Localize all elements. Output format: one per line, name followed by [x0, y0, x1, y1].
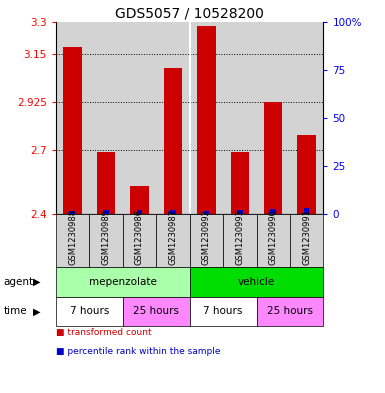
Text: ■ percentile rank within the sample: ■ percentile rank within the sample — [56, 347, 220, 356]
Bar — [70, 211, 75, 214]
Text: time: time — [4, 307, 27, 316]
Text: 25 hours: 25 hours — [267, 307, 313, 316]
Bar — [304, 208, 310, 214]
Bar — [298, 135, 316, 214]
Bar — [130, 186, 149, 214]
Text: 7 hours: 7 hours — [70, 307, 109, 316]
Bar — [231, 152, 249, 214]
Text: agent: agent — [4, 277, 34, 287]
Text: GSM1230988: GSM1230988 — [68, 209, 77, 265]
Bar — [264, 102, 283, 214]
Bar — [197, 26, 216, 214]
Text: GSM1230989: GSM1230989 — [102, 209, 110, 265]
Bar — [170, 210, 176, 214]
Text: 7 hours: 7 hours — [203, 307, 243, 316]
Bar — [204, 211, 209, 214]
Text: GSM1230990: GSM1230990 — [269, 209, 278, 265]
Text: ▶: ▶ — [33, 277, 40, 287]
Bar — [237, 210, 243, 214]
Text: GSM1230991: GSM1230991 — [302, 209, 311, 265]
Bar — [64, 47, 82, 214]
Text: ▶: ▶ — [33, 307, 40, 316]
Bar — [97, 152, 115, 214]
Text: mepenzolate: mepenzolate — [89, 277, 157, 287]
Text: GSM1230993: GSM1230993 — [235, 209, 244, 265]
Text: vehicle: vehicle — [238, 277, 275, 287]
Bar — [271, 209, 276, 214]
Text: 25 hours: 25 hours — [133, 307, 179, 316]
Text: ■ transformed count: ■ transformed count — [56, 328, 151, 337]
Title: GDS5057 / 10528200: GDS5057 / 10528200 — [115, 6, 264, 20]
Text: GSM1230992: GSM1230992 — [202, 209, 211, 265]
Text: GSM1230987: GSM1230987 — [168, 209, 177, 265]
Bar — [103, 210, 109, 214]
Bar — [137, 210, 142, 214]
Bar — [164, 68, 182, 214]
Text: GSM1230986: GSM1230986 — [135, 209, 144, 265]
